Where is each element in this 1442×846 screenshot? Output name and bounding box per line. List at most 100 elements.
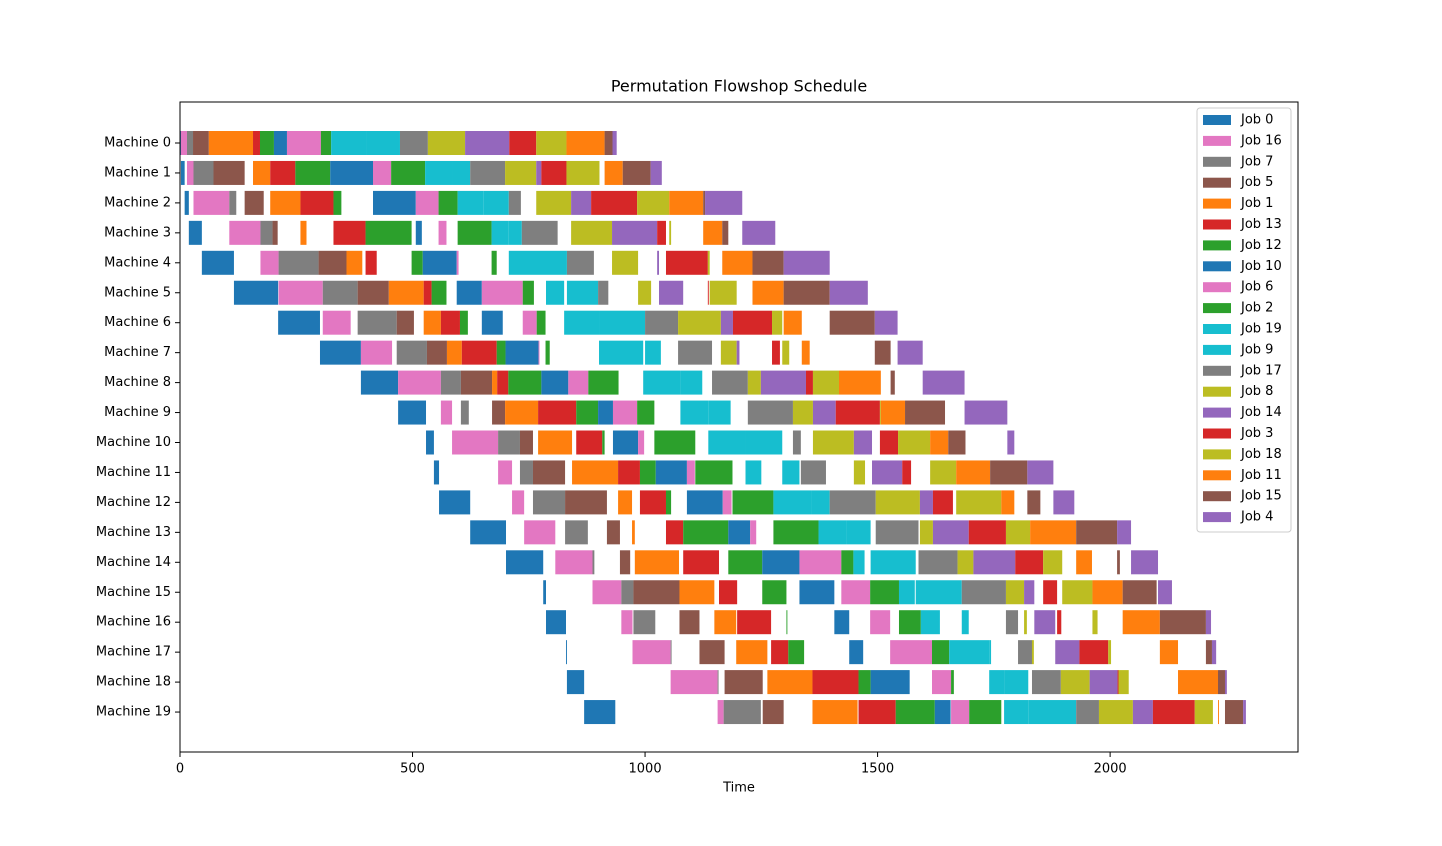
bar [783, 310, 802, 335]
bar [1118, 670, 1129, 695]
bar [722, 250, 753, 275]
bar [745, 430, 783, 455]
bar [1159, 610, 1206, 635]
bar [604, 160, 623, 185]
bar [602, 430, 605, 455]
bar [915, 580, 962, 605]
bar [505, 340, 539, 365]
bar [498, 430, 520, 455]
bar [990, 460, 1028, 485]
bar [812, 670, 859, 695]
bar [365, 220, 412, 245]
bar [812, 400, 836, 425]
bar [565, 490, 607, 515]
bar [645, 340, 661, 365]
bar [233, 280, 279, 305]
bar [524, 520, 556, 545]
bar [565, 520, 588, 545]
bar [425, 160, 453, 185]
legend-label: Job 4 [1240, 510, 1273, 525]
bar [1117, 670, 1119, 695]
bar [512, 490, 525, 515]
bar [679, 580, 715, 605]
bar [452, 430, 499, 455]
bar [1122, 610, 1160, 635]
bar [1018, 640, 1032, 665]
legend-label: Job 9 [1240, 342, 1273, 357]
bar [745, 460, 762, 485]
legend-label: Job 10 [1240, 259, 1282, 274]
bar [604, 131, 613, 155]
legend-swatch [1203, 282, 1231, 293]
bar [930, 460, 957, 485]
bar [388, 280, 424, 305]
legend-swatch [1203, 177, 1231, 188]
bar [645, 310, 679, 335]
bar [637, 400, 655, 425]
bar [1152, 700, 1195, 725]
bar [1131, 550, 1159, 575]
x-axis-label: Time [722, 781, 755, 796]
bar [465, 131, 510, 155]
bar [452, 160, 471, 185]
bar [457, 190, 484, 215]
bar [800, 460, 826, 485]
bar [841, 580, 871, 605]
bar [703, 190, 706, 215]
bar [762, 550, 800, 575]
bar [818, 520, 847, 545]
legend-label: Job 1 [1240, 196, 1273, 211]
bar [736, 340, 740, 365]
bar [732, 310, 773, 335]
bar [898, 580, 915, 605]
bar [521, 220, 558, 245]
bar [398, 400, 427, 425]
bar [372, 160, 392, 185]
bar [522, 310, 537, 335]
bar [680, 370, 703, 395]
bar [333, 220, 366, 245]
legend-label: Job 8 [1240, 384, 1273, 399]
bar [1194, 700, 1213, 725]
bar [612, 131, 617, 155]
bar [633, 580, 680, 605]
y-tick-label: Machine 15 [96, 585, 171, 600]
y-tick-label: Machine 16 [96, 615, 171, 630]
bar [1004, 670, 1029, 695]
legend-swatch [1203, 198, 1231, 209]
legend-swatch [1203, 261, 1231, 272]
bar [905, 400, 946, 425]
bar [1027, 490, 1041, 515]
bar [566, 670, 585, 695]
legend-swatch [1203, 344, 1231, 355]
bar [752, 280, 784, 305]
bar [391, 160, 426, 185]
bar [762, 700, 784, 725]
bar [188, 220, 202, 245]
bar [193, 190, 230, 215]
bar [1159, 640, 1179, 665]
bar [771, 640, 789, 665]
legend-label: Job 17 [1240, 363, 1282, 378]
bar [736, 640, 768, 665]
legend-label: Job 0 [1240, 113, 1273, 128]
bar [782, 340, 790, 365]
bar [470, 520, 507, 545]
bar [799, 580, 835, 605]
bar [1062, 580, 1093, 605]
bar [812, 430, 854, 455]
bar [829, 490, 876, 515]
bar [505, 400, 539, 425]
bar [1178, 670, 1219, 695]
bar [705, 190, 743, 215]
bar [897, 340, 923, 365]
bar [508, 220, 522, 245]
bar [396, 340, 427, 365]
bar [880, 400, 906, 425]
bar [707, 280, 709, 305]
bar [834, 610, 850, 635]
bar [318, 250, 347, 275]
bar [812, 700, 858, 725]
x-tick-label: 1500 [861, 762, 894, 777]
bar [638, 280, 652, 305]
